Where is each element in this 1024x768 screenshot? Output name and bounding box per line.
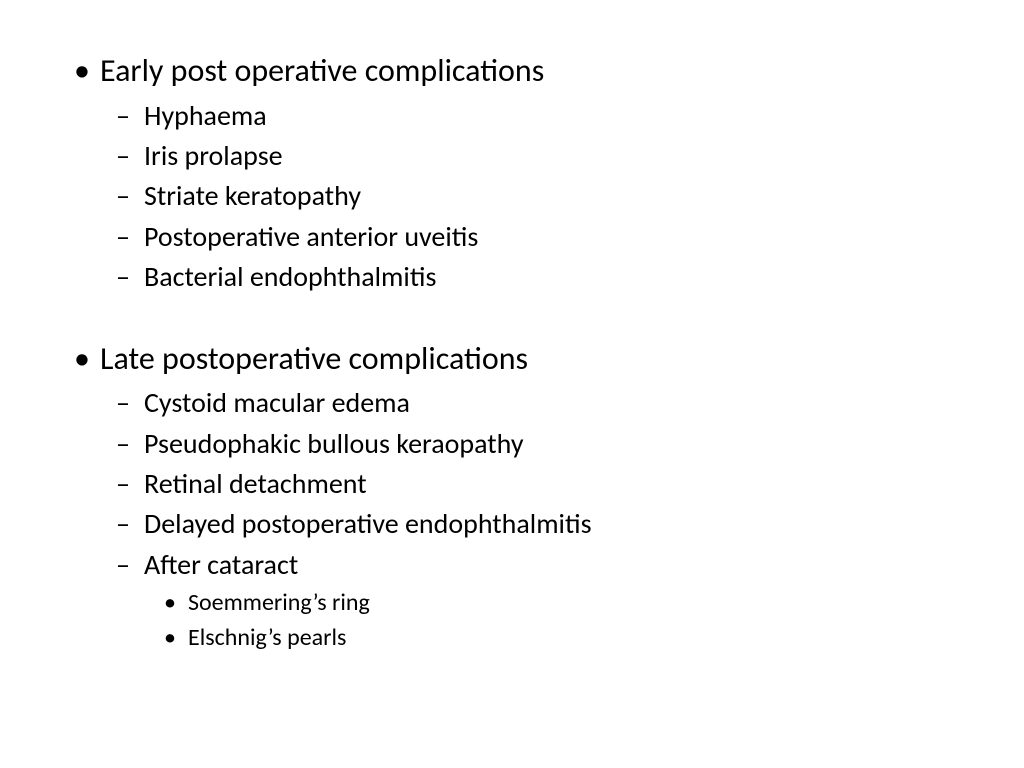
item-text: Delayed postoperative endophthalmitis <box>144 506 592 541</box>
list-item: Hyphaema <box>144 98 954 134</box>
list-item: Bacterial endophthalmitis <box>144 259 954 295</box>
item-text: Striate keratopathy <box>144 178 361 213</box>
list-subitem: Soemmering’s ring <box>188 587 954 619</box>
item-text: Cystoid macular edema <box>144 385 410 420</box>
section-heading: Late postoperative complications Cystoid… <box>100 338 954 655</box>
list-item: Cystoid macular edema <box>144 385 954 421</box>
list-subitem: Elschnig’s pearls <box>188 622 954 654</box>
list-item: Retinal detachment <box>144 466 954 502</box>
heading-text: Late postoperative complications <box>100 339 528 378</box>
item-text: Bacterial endophthalmitis <box>144 259 436 294</box>
item-text: Iris prolapse <box>144 138 283 173</box>
list-item: After cataract Soemmering’s ring Elschni… <box>144 547 954 655</box>
item-text: Retinal detachment <box>144 466 367 501</box>
item-text: Hyphaema <box>144 98 267 133</box>
list-item: Delayed postoperative endophthalmitis <box>144 506 954 542</box>
heading-text: Early post operative complications <box>100 51 544 90</box>
outline-level-1: Early post operative complications Hypha… <box>70 50 954 655</box>
item-text: After cataract <box>144 547 298 582</box>
subitem-text: Soemmering’s ring <box>188 588 370 617</box>
item-text: Postoperative anterior uveitis <box>144 219 478 254</box>
subitem-text: Elschnig’s pearls <box>188 623 346 652</box>
list-item: Striate keratopathy <box>144 178 954 214</box>
list-item: Iris prolapse <box>144 138 954 174</box>
section-heading: Early post operative complications Hypha… <box>100 50 954 296</box>
outline-level-3: Soemmering’s ring Elschnig’s pearls <box>144 587 954 655</box>
list-item: Pseudophakic bullous keraopathy <box>144 426 954 462</box>
outline-level-2: Cystoid macular edema Pseudophakic bullo… <box>100 385 954 655</box>
item-text: Pseudophakic bullous keraopathy <box>144 426 524 461</box>
list-item: Postoperative anterior uveitis <box>144 219 954 255</box>
outline-level-2: Hyphaema Iris prolapse Striate keratopat… <box>100 98 954 296</box>
